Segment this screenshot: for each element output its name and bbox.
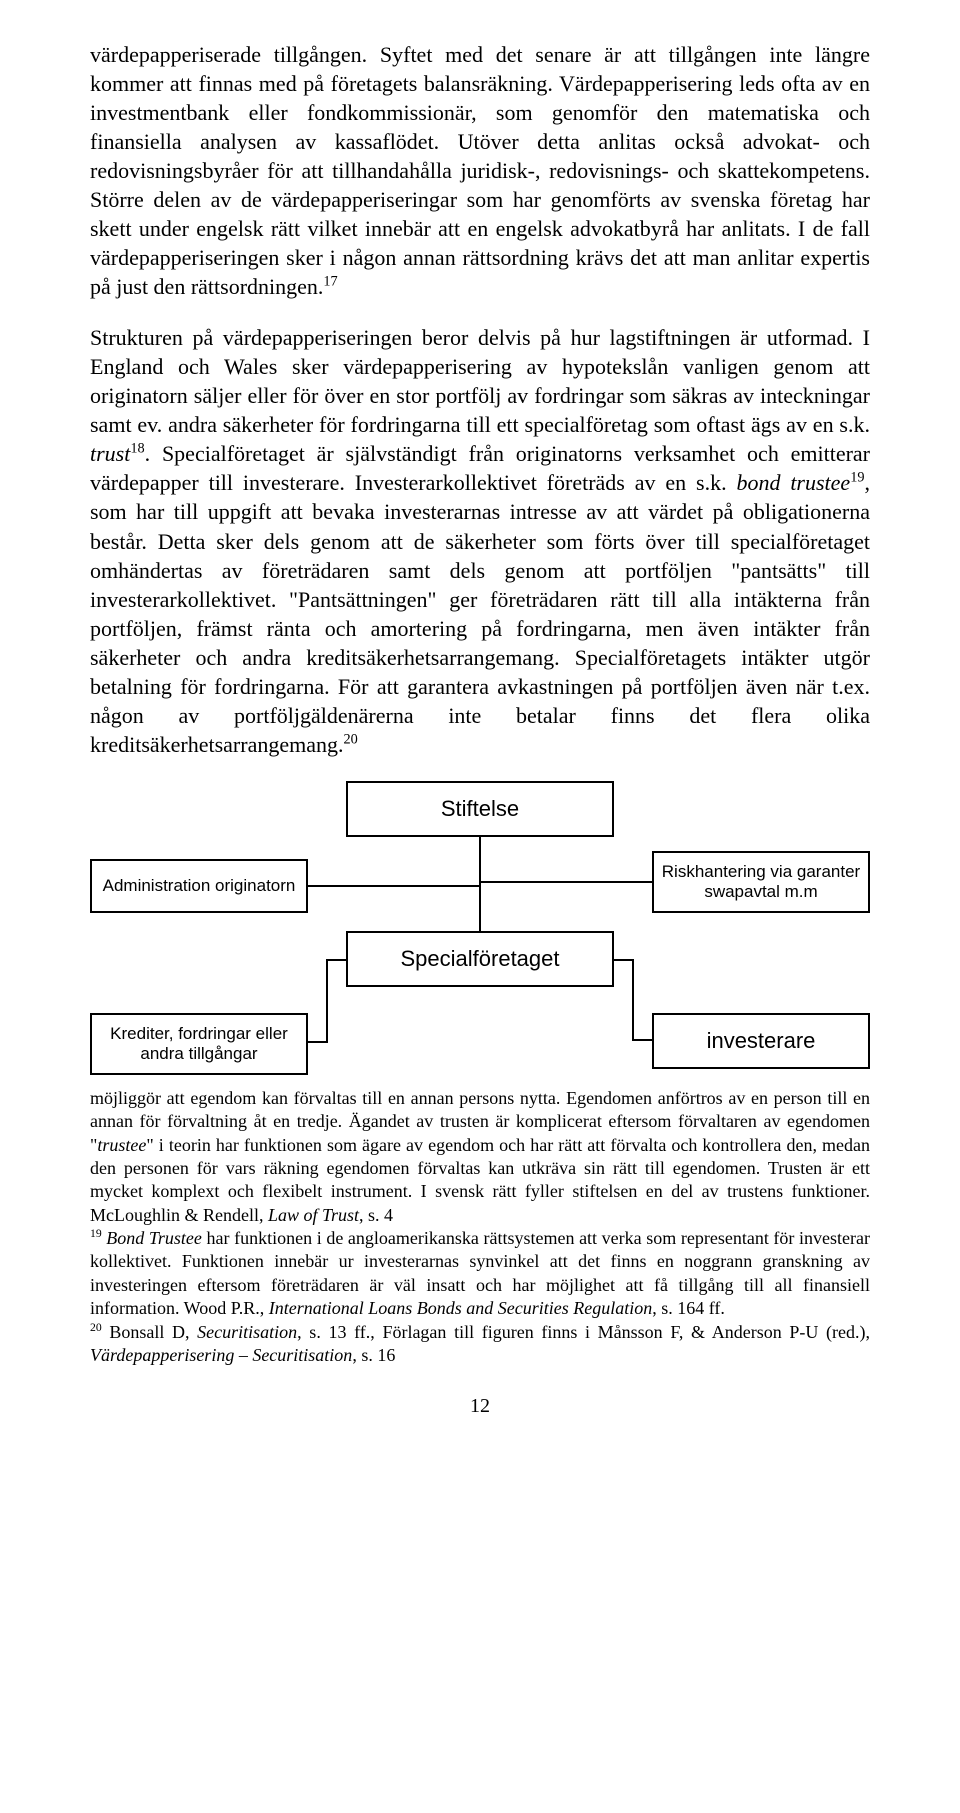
f19-sup: 19 [90,1227,102,1240]
footnote-19: 19 Bond Trustee har funktionen i de angl… [90,1227,870,1321]
stiftelse-label: Stiftelse [441,796,519,821]
p2-text-c: , som har till uppgift att bevaka invest… [90,470,870,756]
line-invest-h2 [614,959,634,961]
f18-c: , s. 4 [359,1205,393,1225]
f19-bond: Bond Trustee [106,1228,202,1248]
line-krediter-h1 [308,1041,328,1043]
line-risk-h [480,881,652,883]
f20-b: , s. 13 ff., Förlagan till figuren finns… [297,1322,870,1342]
p1-text: värdepapperiserade tillgången. Syftet me… [90,42,870,299]
krediter-label-2: andra tillgångar [140,1044,257,1064]
investerare-label: investerare [707,1028,816,1053]
f20-sup: 20 [90,1321,102,1334]
p2-text-a: Strukturen på värdepapperiseringen beror… [90,325,870,437]
admin-label: Administration originatorn [103,876,296,896]
box-stiftelse: Stiftelse [346,781,614,837]
f20-c: , s. 16 [352,1345,395,1365]
f18-law: Law of Trust [268,1205,359,1225]
diagram: Stiftelse Administration originatorn Ris… [90,781,870,1101]
box-admin: Administration originatorn [90,859,308,913]
line-admin-h [308,885,480,887]
footnote-18: möjliggör att egendom kan förvaltas till… [90,1087,870,1227]
footnote-ref-18: 18 [130,441,144,457]
f20-a: Bonsall D, [102,1322,197,1342]
box-investerare: investerare [652,1013,870,1069]
page-number: 12 [90,1395,870,1418]
paragraph-2: Strukturen på värdepapperiseringen beror… [90,323,870,758]
p2-bond: bond trustee [736,470,850,495]
box-risk: Riskhantering via garanter swapavtal m.m [652,851,870,913]
footnote-20: 20 Bonsall D, Securitisation, s. 13 ff.,… [90,1321,870,1368]
page: värdepapperiserade tillgången. Syftet me… [0,0,960,1458]
f20-vp: Värdepapperisering – Securitisation [90,1345,352,1365]
f18-b: " i teorin har funktionen som ägare av e… [90,1135,870,1225]
box-special: Specialföretaget [346,931,614,987]
line-krediter-h2 [326,959,346,961]
f20-sec: Securitisation [197,1322,297,1342]
footnote-ref-17: 17 [323,274,337,290]
line-invest-v [632,959,634,1041]
line-invest-h1 [634,1039,652,1041]
special-label: Specialföretaget [401,946,560,971]
krediter-label-1: Krediter, fordringar eller [110,1024,288,1044]
f19-intl: International Loans Bonds and Securities… [269,1298,652,1318]
box-krediter: Krediter, fordringar eller andra tillgån… [90,1013,308,1075]
line-krediter-v [326,959,328,1043]
footnotes: möjliggör att egendom kan förvaltas till… [90,1087,870,1368]
risk-label: Riskhantering via garanter swapavtal m.m [660,862,862,901]
p2-trust: trust [90,441,130,466]
line-stiftelse-special [479,837,481,931]
footnote-ref-20: 20 [344,731,358,747]
f19-c: , s. 164 ff. [652,1298,725,1318]
footnote-ref-19: 19 [850,470,864,486]
f18-trustee: trustee [97,1135,146,1155]
paragraph-1: värdepapperiserade tillgången. Syftet me… [90,40,870,301]
